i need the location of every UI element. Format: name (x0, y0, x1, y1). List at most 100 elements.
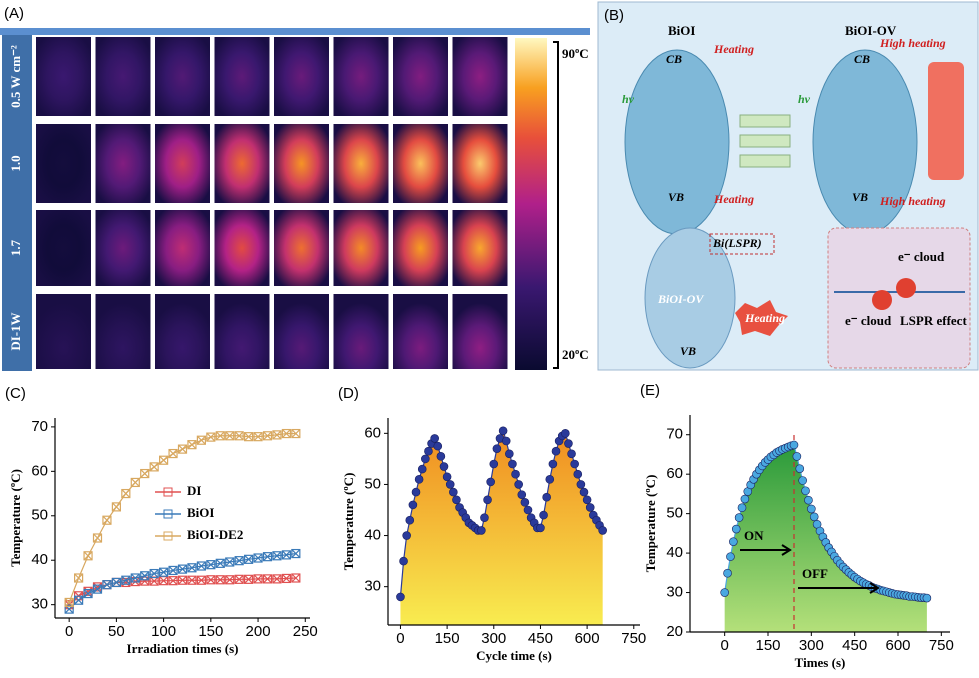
marker (807, 504, 816, 514)
marker (215, 575, 225, 585)
marker-box (272, 574, 282, 584)
marker-cross (74, 595, 84, 605)
marker (244, 554, 254, 564)
y-tick-label: 50 (666, 505, 683, 522)
y-tick-label: 30 (364, 578, 381, 595)
marker (517, 490, 527, 499)
header-bar (0, 28, 590, 35)
y-tick-label: 60 (31, 462, 48, 479)
marker-box (130, 477, 140, 488)
thermal-image (155, 37, 210, 116)
marker (83, 588, 93, 599)
marker-box (83, 588, 93, 599)
thermal-image (274, 37, 329, 116)
marker-cross (93, 533, 102, 543)
row-label: 0.5 W cm⁻² (8, 45, 23, 108)
marker (64, 597, 74, 608)
marker (262, 552, 273, 562)
burst (735, 300, 788, 336)
x-tick-label: 300 (481, 630, 506, 647)
bar-icon (739, 154, 791, 168)
marker (729, 537, 738, 546)
marker (511, 469, 520, 479)
y-tick-label: 20 (666, 623, 683, 640)
marker-cross (281, 429, 291, 438)
area (724, 444, 927, 632)
marker (281, 573, 291, 584)
marker (520, 498, 530, 507)
marker (545, 475, 555, 484)
marker (159, 567, 169, 577)
marker (405, 515, 415, 525)
marker (253, 432, 263, 442)
marker-cross (291, 549, 301, 558)
marker-cross (281, 550, 291, 560)
marker-cross (263, 431, 272, 441)
x-tick-label: 0 (720, 637, 728, 654)
marker (234, 431, 244, 441)
marker-box (140, 468, 150, 479)
thermal-image (274, 294, 329, 369)
marker-box (225, 575, 235, 585)
marker (486, 477, 495, 487)
marker-cross (263, 574, 272, 584)
marker-cross (168, 576, 178, 586)
thermal-image (393, 124, 448, 203)
legend-label: DI (187, 483, 201, 498)
marker-cross (159, 455, 169, 465)
marker (272, 574, 282, 584)
marker-box (196, 435, 206, 445)
thermal-image (452, 124, 508, 203)
marker-cross (215, 431, 225, 441)
heating-label: High heating (879, 194, 946, 208)
thermal-image (155, 124, 210, 203)
marker-box (92, 584, 103, 594)
panel-label: (A) (4, 5, 24, 22)
marker-box (272, 430, 282, 440)
marker-cross (121, 575, 131, 585)
marker-cross (168, 566, 178, 575)
legend-marker (163, 487, 173, 497)
marker (498, 426, 508, 436)
marker (922, 593, 932, 603)
marker-cross (253, 574, 263, 584)
marker (272, 430, 282, 440)
marker (291, 428, 301, 439)
marker (121, 575, 131, 585)
marker-cross (272, 574, 282, 584)
cloud-label: e⁻ cloud (845, 313, 892, 328)
marker (514, 480, 523, 489)
marker-box (168, 576, 178, 586)
marker-box (159, 567, 169, 577)
marker (561, 429, 570, 438)
marker-box (168, 565, 178, 576)
marker (501, 436, 511, 446)
thermal-image (36, 124, 91, 203)
marker-cross (225, 575, 235, 585)
marker (140, 468, 150, 479)
marker-cross (130, 573, 140, 583)
marker (187, 563, 197, 573)
marker-box (149, 568, 159, 579)
marker-cross (215, 558, 225, 568)
marker-cross (64, 598, 74, 607)
left-title: BiOI (668, 23, 695, 38)
marker-box (187, 563, 197, 573)
thermal-image (95, 210, 151, 286)
thermal-image (393, 37, 448, 116)
marker-box (215, 431, 225, 441)
marker (492, 444, 502, 453)
marker-box (206, 560, 216, 570)
marker-box (234, 574, 244, 584)
y-tick-label: 30 (666, 584, 683, 601)
vb-label: VB (680, 344, 696, 358)
y-axis-title: Temperature (ºC) (341, 473, 356, 571)
marker-cross (178, 564, 187, 574)
marker-box (244, 574, 254, 584)
row-label: 1.0 (8, 155, 23, 171)
marker-cross (168, 449, 178, 458)
marker-box (291, 573, 301, 583)
y-axis-title: Temperature (ºC) (643, 475, 658, 573)
marker (508, 459, 517, 469)
marker (523, 505, 533, 515)
